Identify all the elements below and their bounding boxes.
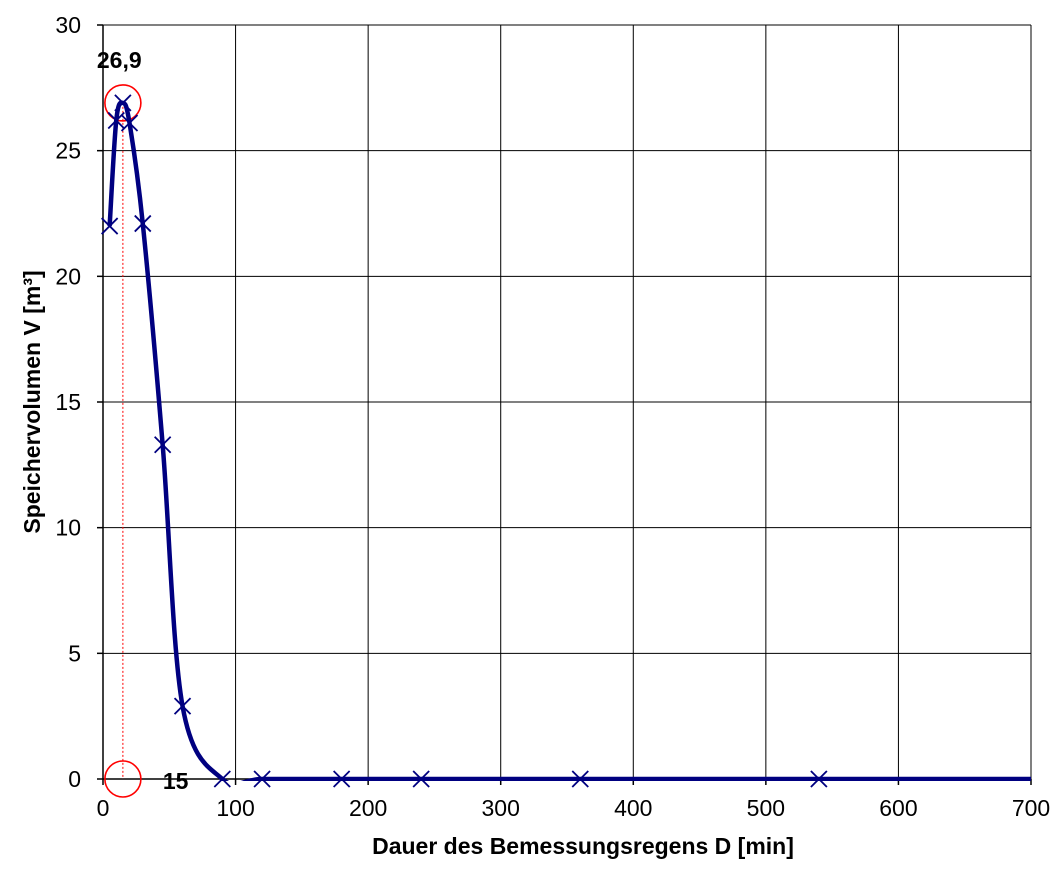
data-point xyxy=(100,217,119,235)
y-tick-label: 20 xyxy=(55,263,81,289)
series-line xyxy=(107,100,1031,781)
data-point-stroke xyxy=(332,770,351,788)
data-point-stroke xyxy=(810,770,828,788)
data-point-stroke xyxy=(114,94,132,112)
x-tick-label: 100 xyxy=(216,795,254,821)
labels: 0 100 200 300 400 500 600 700 0 5 10 15 20 25 30 Dauer … xyxy=(19,12,1050,859)
data-point xyxy=(810,770,828,788)
y-tick-label: 25 xyxy=(55,138,81,164)
data-point xyxy=(154,436,172,454)
y-tick-label: 10 xyxy=(55,515,81,541)
data-point xyxy=(412,770,430,788)
data-point-stroke xyxy=(100,217,119,235)
data-point-stroke xyxy=(173,697,192,715)
x-tick-label: 500 xyxy=(747,795,785,821)
series-layer xyxy=(100,94,1031,788)
duration-highlight-circle xyxy=(104,760,142,798)
x-tick-label: 300 xyxy=(482,795,520,821)
x-axis-title: Dauer des Bemessungsregens D [min] xyxy=(372,833,794,859)
axes xyxy=(97,24,1032,785)
y-tick-label: 0 xyxy=(68,766,81,792)
data-point-stroke xyxy=(120,114,139,132)
x-tick-label: 0 xyxy=(97,795,110,821)
x-tick-label: 700 xyxy=(1012,795,1050,821)
y-axis-title: Speichervolumen V [m³] xyxy=(19,270,45,533)
data-point-stroke xyxy=(154,436,172,454)
peak-highlight-circle xyxy=(104,84,142,122)
data-point xyxy=(332,770,351,788)
data-point xyxy=(213,770,231,788)
y-tick-label: 30 xyxy=(55,12,81,38)
data-point xyxy=(120,114,139,132)
data-point-stroke xyxy=(571,770,589,788)
data-point xyxy=(253,770,271,788)
data-point xyxy=(173,697,192,715)
data-point-stroke xyxy=(134,214,152,233)
data-point-stroke xyxy=(253,770,271,788)
data-point xyxy=(114,94,132,112)
grid xyxy=(102,24,1032,780)
x-tick-label: 200 xyxy=(349,795,387,821)
y-tick-label: 5 xyxy=(68,640,81,666)
data-point xyxy=(571,770,589,788)
data-point xyxy=(134,214,152,233)
x-tick-label: 400 xyxy=(614,795,652,821)
critical-duration-label: 15 xyxy=(163,768,189,794)
data-point-stroke xyxy=(412,770,430,788)
x-tick-label: 600 xyxy=(879,795,917,821)
data-point-stroke xyxy=(213,770,231,788)
y-tick-label: 15 xyxy=(55,389,81,415)
highlight-layer xyxy=(104,84,142,798)
peak-volume-label: 26,9 xyxy=(97,47,142,73)
